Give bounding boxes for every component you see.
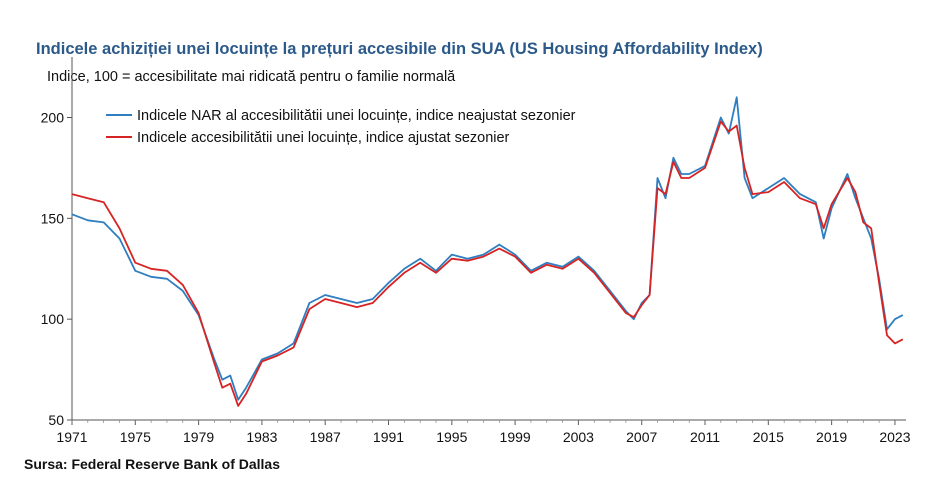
x-tick-label: 2015	[753, 429, 784, 445]
y-tick-label: 100	[41, 311, 65, 327]
legend-label-sa: Indicele accesibilitătii unei locuințe, …	[137, 130, 510, 146]
x-tick-label: 1987	[310, 429, 341, 445]
x-tick-label: 1991	[373, 429, 404, 445]
series-line-nar-nsa	[71, 96, 904, 401]
chart-title: Indicele achiziției unei locuințe la pre…	[36, 40, 763, 58]
x-tick-label: 1971	[56, 429, 87, 445]
x-tick-label: 1983	[246, 429, 277, 445]
x-tick-label: 2011	[690, 429, 720, 445]
x-tick-label: 2007	[626, 429, 657, 445]
series-layer	[71, 96, 904, 407]
chart-subtitle: Indice, 100 = accesibilitate mai ridicat…	[47, 69, 456, 85]
x-tick-label: 1975	[120, 429, 151, 445]
legend: Indicele NAR al accesibilitătii unei loc…	[106, 108, 576, 146]
legend-label-nar: Indicele NAR al accesibilitătii unei loc…	[137, 108, 576, 124]
y-tick-label: 200	[41, 110, 65, 126]
axes: 50 100 150 200 1971 1975 1979 1983 1987 1991 1995 1…	[41, 57, 911, 445]
x-tick-label: 1999	[500, 429, 531, 445]
x-tick-label: 2019	[816, 429, 847, 445]
x-tick-label: 2003	[563, 429, 594, 445]
source-note: Sursa: Federal Reserve Bank of Dallas	[24, 456, 281, 472]
x-tick-label: 2023	[879, 429, 910, 445]
y-tick-label: 50	[48, 412, 64, 428]
y-tick-label: 150	[41, 210, 65, 226]
series-line-sa	[71, 120, 904, 407]
x-tick-label: 1995	[436, 429, 467, 445]
x-tick-label: 1979	[183, 429, 214, 445]
